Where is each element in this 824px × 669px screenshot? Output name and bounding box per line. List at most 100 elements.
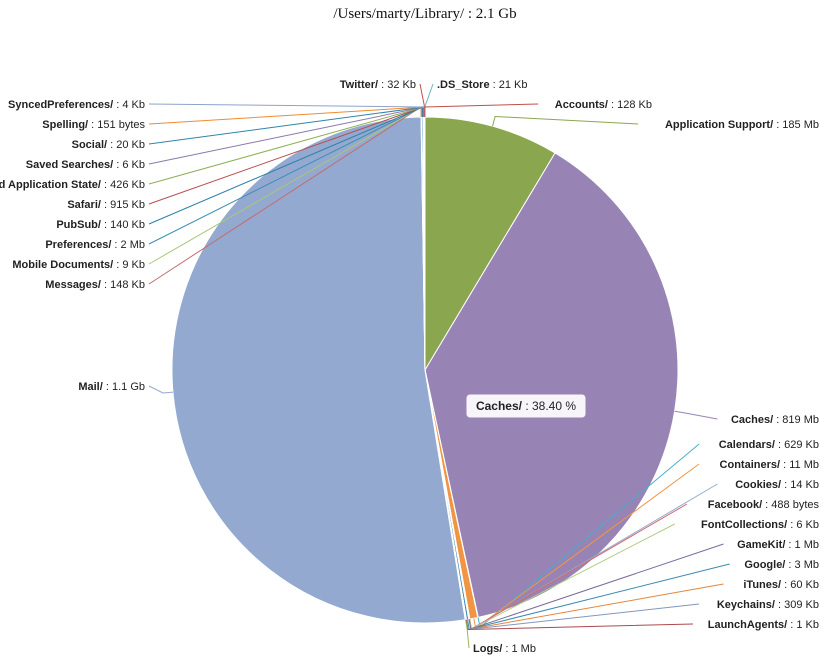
slice-label-size: : 1 Kb xyxy=(787,619,819,631)
slice-label-size: : 185 Mb xyxy=(773,119,819,131)
slice-label: Messages/ : 148 Kb xyxy=(45,279,145,291)
slice-label-size: : 915 Kb xyxy=(101,199,145,211)
tooltip-text: Caches/ : 38.40 % xyxy=(476,399,576,413)
slice-label: Mail/ : 1.1 Gb xyxy=(78,381,145,393)
slice-label: Twitter/ : 32 Kb xyxy=(340,79,416,91)
tooltip-box xyxy=(465,393,587,419)
slice-label-name: Logs/ xyxy=(473,643,502,655)
slice-label-name: PubSub/ xyxy=(56,219,101,231)
slice-label-name: Messages/ xyxy=(45,279,101,291)
slice-label: Caches/ : 819 Mb xyxy=(731,414,819,426)
slice-label: Saved Application State/ : 426 Kb xyxy=(0,179,145,191)
slice-label-size: : 819 Mb xyxy=(773,414,819,426)
slice-label-name: Twitter/ xyxy=(340,79,378,91)
slice-label: Safari/ : 915 Kb xyxy=(67,199,145,211)
slice-label: SyncedPreferences/ : 4 Kb xyxy=(8,99,145,111)
slice-label-name: Containers/ xyxy=(720,459,781,471)
slice-label: Application Support/ : 185 Mb xyxy=(665,119,819,131)
tooltip-category: Caches/ xyxy=(476,399,523,413)
slice-label-name: LaunchAgents/ xyxy=(708,619,787,631)
slice-label-size: : 60 Kb xyxy=(781,579,819,591)
slice-label-name: GameKit/ xyxy=(737,539,785,551)
slice-label-name: Mail/ xyxy=(78,381,102,393)
slice-label-size: : 14 Kb xyxy=(781,479,819,491)
pie-slice[interactable] xyxy=(424,152,679,618)
slice-label: .DS_Store : 21 Kb xyxy=(437,79,528,91)
label-connector xyxy=(424,103,539,117)
slice-label-size: : 128 Kb xyxy=(608,99,652,111)
slice-label: Cookies/ : 14 Kb xyxy=(735,479,819,491)
slice-label: iTunes/ : 60 Kb xyxy=(743,579,819,591)
slice-label-name: Caches/ xyxy=(731,414,773,426)
slice-label-size: : 3 Mb xyxy=(785,559,819,571)
slice-label-size: : 11 Mb xyxy=(780,459,819,471)
slice-label-size: : 6 Kb xyxy=(787,519,819,531)
slice-label: PubSub/ : 140 Kb xyxy=(56,219,145,231)
slice-label-size: : 1 Mb xyxy=(785,539,819,551)
label-connectors xyxy=(148,83,730,649)
slice-label-size: : 148 Kb xyxy=(101,279,145,291)
slice-label: LaunchAgents/ : 1 Kb xyxy=(708,619,819,631)
slice-label-name: Social/ xyxy=(72,139,107,151)
slice-label-size: : 140 Kb xyxy=(101,219,145,231)
label-connector xyxy=(148,385,174,394)
slice-label-name: Mobile Documents/ xyxy=(12,259,113,271)
slice-label-name: SyncedPreferences/ xyxy=(8,99,113,111)
slice-label-name: Facebook/ xyxy=(708,499,762,511)
tooltip: Caches/ : 38.40 % xyxy=(465,393,587,419)
slice-label: Containers/ : 11 Mb xyxy=(720,459,819,471)
pie-slice[interactable] xyxy=(171,116,466,624)
slice-label-size: : 21 Kb xyxy=(490,79,528,91)
slice-label-size: : 488 bytes xyxy=(762,499,819,511)
slice-labels: Application Support/ : 185 Mb Caches/ : 8… xyxy=(0,79,819,655)
slice-label: Google/ : 3 Mb xyxy=(744,559,819,571)
slice-label-name: Application Support/ xyxy=(665,119,773,131)
slice-label-size: : 20 Kb xyxy=(107,139,145,151)
slice-label-name: iTunes/ xyxy=(743,579,781,591)
chart-title: /Users/marty/Library/ : 2.1 Gb xyxy=(333,6,516,22)
slice-label: Saved Searches/ : 6 Kb xyxy=(26,159,145,171)
tooltip-separator: : xyxy=(522,399,532,413)
slice-label: Preferences/ : 2 Mb xyxy=(45,239,145,251)
slice-label-name: FontCollections/ xyxy=(701,519,787,531)
slice-label: Spelling/ : 151 bytes xyxy=(42,119,145,131)
slice-label-size: : 9 Kb xyxy=(113,259,145,271)
slice-label: Calendars/ : 629 Kb xyxy=(719,439,819,451)
label-connector xyxy=(465,619,470,649)
slice-label: Logs/ : 1 Mb xyxy=(473,643,536,655)
slice-label: Keychains/ : 309 Kb xyxy=(717,599,819,611)
slice-label: GameKit/ : 1 Mb xyxy=(737,539,819,551)
tooltip-percent: 38.40 % xyxy=(532,399,576,413)
slice-label-size: : 6 Kb xyxy=(113,159,145,171)
label-connector xyxy=(674,410,718,420)
slice-label-name: Safari/ xyxy=(67,199,101,211)
slice-label-size: : 151 bytes xyxy=(88,119,145,131)
slice-label: Social/ : 20 Kb xyxy=(72,139,145,151)
slice-label-size: : 309 Kb xyxy=(775,599,819,611)
slice-label-size: : 426 Kb xyxy=(101,179,145,191)
slice-label-name: Saved Application State/ xyxy=(0,179,101,191)
slice-label-name: Cookies/ xyxy=(735,479,781,491)
label-connector xyxy=(492,115,639,127)
slice-label-size: : 4 Kb xyxy=(113,99,145,111)
slice-label-name: Spelling/ xyxy=(42,119,88,131)
slice-label-name: Accounts/ xyxy=(555,99,608,111)
slice-label-name: Saved Searches/ xyxy=(26,159,113,171)
slice-label-size: : 32 Kb xyxy=(378,79,416,91)
slice-label: FontCollections/ : 6 Kb xyxy=(701,519,819,531)
label-connector xyxy=(424,83,434,117)
slice-label-name: Google/ xyxy=(744,559,785,571)
slice-label: Facebook/ : 488 bytes xyxy=(708,499,820,511)
slice-label-size: : 1 Mb xyxy=(502,643,536,655)
pie-slice[interactable] xyxy=(424,116,556,371)
slice-label-size: : 1.1 Gb xyxy=(103,381,145,393)
slice-label-name: Calendars/ xyxy=(719,439,775,451)
slice-label-size: : 629 Kb xyxy=(775,439,819,451)
slice-label: Mobile Documents/ : 9 Kb xyxy=(12,259,145,271)
pie-slices xyxy=(171,116,679,624)
slice-label-name: .DS_Store xyxy=(437,79,490,91)
slice-label-name: Keychains/ xyxy=(717,599,775,611)
slice-label-size: : 2 Mb xyxy=(111,239,145,251)
slice-label: Accounts/ : 128 Kb xyxy=(555,99,652,111)
